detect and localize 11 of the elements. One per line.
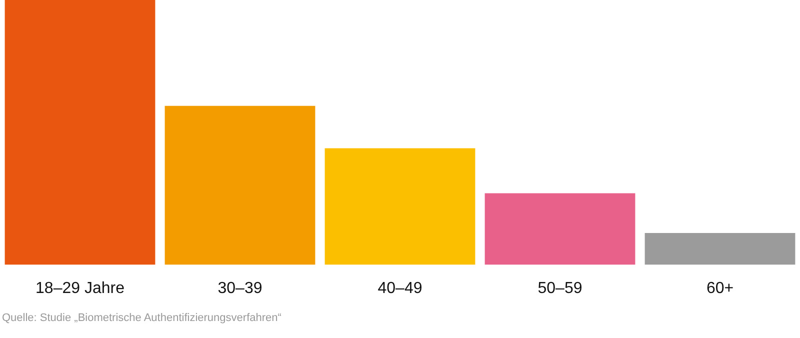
x-tick-label: 50–59 [538, 280, 582, 297]
bar [4, 0, 156, 265]
x-tick-label: 30–39 [218, 280, 262, 297]
bar [484, 193, 636, 265]
bar [324, 148, 476, 265]
source-note: Quelle: Studie „Biometrische Authentifizierungsverfahren“ [1, 312, 282, 324]
x-tick-label: 60+ [706, 280, 734, 297]
bar [644, 233, 796, 265]
x-tick-label: 18–29 Jahre [36, 280, 125, 297]
bar [164, 106, 316, 265]
x-tick-label: 40–49 [378, 280, 422, 297]
